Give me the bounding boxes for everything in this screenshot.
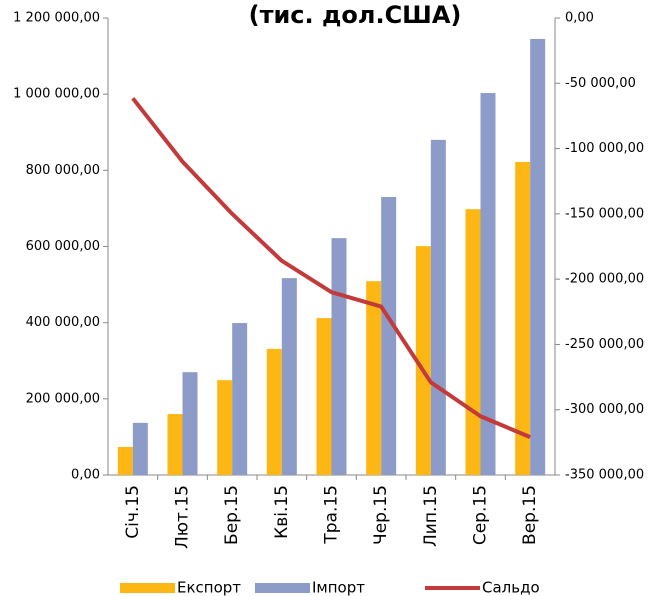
bar — [281, 278, 297, 475]
bar — [415, 246, 431, 475]
y-tick-label: 1 200 000,00 — [13, 11, 100, 26]
bar — [132, 422, 148, 475]
y-tick-label: 0,00 — [71, 468, 100, 483]
bar — [366, 281, 382, 475]
y2-tick-label: -350 000,00 — [565, 468, 644, 483]
y-tick-label: 1 000 000,00 — [13, 87, 100, 102]
y-tick-label: 800 000,00 — [26, 163, 100, 178]
y2-tick-label: -300 000,00 — [565, 402, 644, 417]
y-tick-label: 600 000,00 — [26, 239, 100, 254]
x-tick-label: Кві.15 — [272, 485, 292, 539]
legend-swatch — [255, 583, 310, 593]
legend-label: Імпорт — [312, 579, 365, 596]
x-tick-label: Тра.15 — [322, 485, 342, 545]
chart-title: (тис. дол.США) — [249, 1, 462, 29]
bar — [430, 139, 446, 475]
bar — [480, 93, 496, 475]
bar — [217, 380, 233, 475]
x-tick-label: Чер.15 — [371, 485, 391, 545]
y2-tick-label: -150 000,00 — [565, 206, 644, 221]
y-tick-label: 400 000,00 — [26, 315, 100, 330]
x-tick-label: Лип.15 — [421, 485, 441, 547]
bar — [515, 161, 531, 475]
bar — [530, 38, 546, 476]
bar — [465, 209, 481, 475]
y2-tick-label: 0,00 — [565, 11, 594, 26]
y2-tick-label: -100 000,00 — [565, 141, 644, 156]
bar — [266, 348, 282, 475]
bar — [167, 414, 183, 475]
bar — [182, 372, 198, 475]
y2-tick-label: -50 000,00 — [565, 76, 636, 91]
legend-label: Експорт — [177, 579, 241, 596]
y-tick-label: 200 000,00 — [26, 391, 100, 406]
x-tick-label: Вер.15 — [520, 485, 540, 545]
y2-tick-label: -200 000,00 — [565, 272, 644, 287]
x-tick-label: Бер.15 — [222, 485, 242, 545]
x-tick-label: Сер.15 — [471, 485, 491, 545]
bar — [331, 238, 347, 475]
x-tick-label: Січ.15 — [123, 485, 143, 539]
bar — [232, 323, 248, 475]
legend-swatch — [120, 583, 175, 593]
line — [131, 97, 531, 439]
x-tick-label: Лют.15 — [173, 485, 193, 549]
y2-tick-label: -250 000,00 — [565, 337, 644, 352]
bar — [381, 196, 397, 475]
bar — [117, 447, 133, 475]
bar — [316, 318, 332, 475]
legend-label: Сальдо — [482, 579, 540, 596]
